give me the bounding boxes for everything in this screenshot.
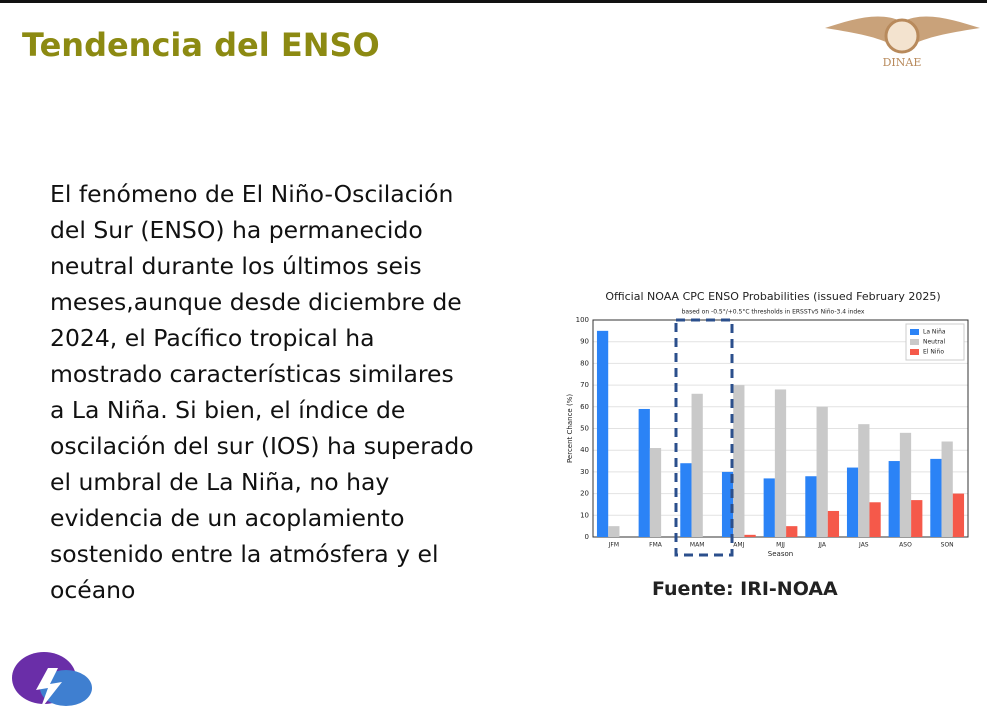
y-tick-label: 50 (580, 425, 589, 433)
bar (638, 408, 650, 537)
legend-swatch (910, 349, 919, 355)
y-tick-label: 90 (580, 338, 589, 346)
legend-swatch (910, 339, 919, 345)
bar (721, 471, 734, 537)
bar (930, 458, 942, 537)
y-tick-label: 70 (580, 381, 589, 389)
top-bar (0, 0, 987, 3)
y-tick-label: 0 (585, 533, 589, 541)
y-tick-label: 20 (580, 490, 589, 498)
bar (691, 393, 703, 537)
x-tick-label: MAM (690, 542, 704, 549)
logo-text: DINAE (883, 56, 922, 69)
logo-bolt (36, 668, 62, 710)
bar (608, 526, 620, 537)
highlight-box (674, 318, 734, 557)
bar (649, 448, 662, 537)
x-tick-label: JJA (817, 542, 826, 549)
legend-swatch (910, 329, 919, 335)
bar (952, 493, 965, 537)
bar (827, 510, 840, 537)
emblem (884, 18, 920, 54)
caption: Fuente: IRI-NOAA (652, 578, 838, 600)
legend-label: La Niña (923, 329, 946, 336)
bar (596, 330, 609, 537)
y-tick-label: 10 (580, 511, 589, 519)
x-tick-label: FMA (649, 542, 663, 549)
bar (680, 463, 692, 537)
bar (744, 534, 756, 537)
bar (805, 476, 817, 537)
bar (858, 424, 870, 537)
body-text: El fenómeno de El Niño-Oscilación del Su… (50, 180, 474, 604)
chart-subtitle: based on -0.5°/+0.5°C thresholds in ERSS… (682, 309, 865, 316)
x-tick-label: JFM (608, 542, 619, 549)
logo: DINAE (825, 16, 980, 69)
bar (911, 500, 923, 537)
slide-title: Tendencia del ENSO (22, 26, 380, 64)
bar (899, 432, 912, 537)
y-axis-label: Percent Chance (%) (566, 394, 574, 463)
y-tick-label: 40 (580, 446, 589, 454)
logo-shape (40, 670, 92, 706)
y-tick-label: 100 (576, 316, 589, 324)
y-tick-label: 60 (580, 403, 589, 411)
x-tick-label: ASO (899, 542, 912, 549)
x-tick-label: AMJ (733, 542, 744, 549)
bar (869, 502, 881, 537)
bar (733, 385, 745, 537)
y-tick-label: 80 (580, 359, 589, 367)
legend-label: El Niño (923, 349, 944, 356)
bar (816, 406, 828, 537)
wing-left (825, 16, 902, 44)
bar (763, 478, 775, 537)
y-tick-label: 30 (580, 468, 589, 476)
bottom-logo (12, 652, 92, 710)
bar (941, 441, 953, 537)
bar (774, 389, 787, 537)
chart-title: Official NOAA CPC ENSO Probabilities (is… (605, 290, 940, 303)
bar (888, 461, 900, 537)
legend-label: Neutral (923, 339, 945, 346)
x-tick-label: MJJ (776, 542, 785, 549)
x-tick-label: SON (941, 542, 954, 549)
x-tick-label: JAS (858, 542, 869, 549)
bar (846, 467, 859, 537)
chart: Official NOAA CPC ENSO Probabilities (is… (566, 290, 969, 558)
wing-right (902, 16, 980, 44)
x-axis-label: Season (768, 550, 793, 558)
bar (786, 526, 798, 537)
